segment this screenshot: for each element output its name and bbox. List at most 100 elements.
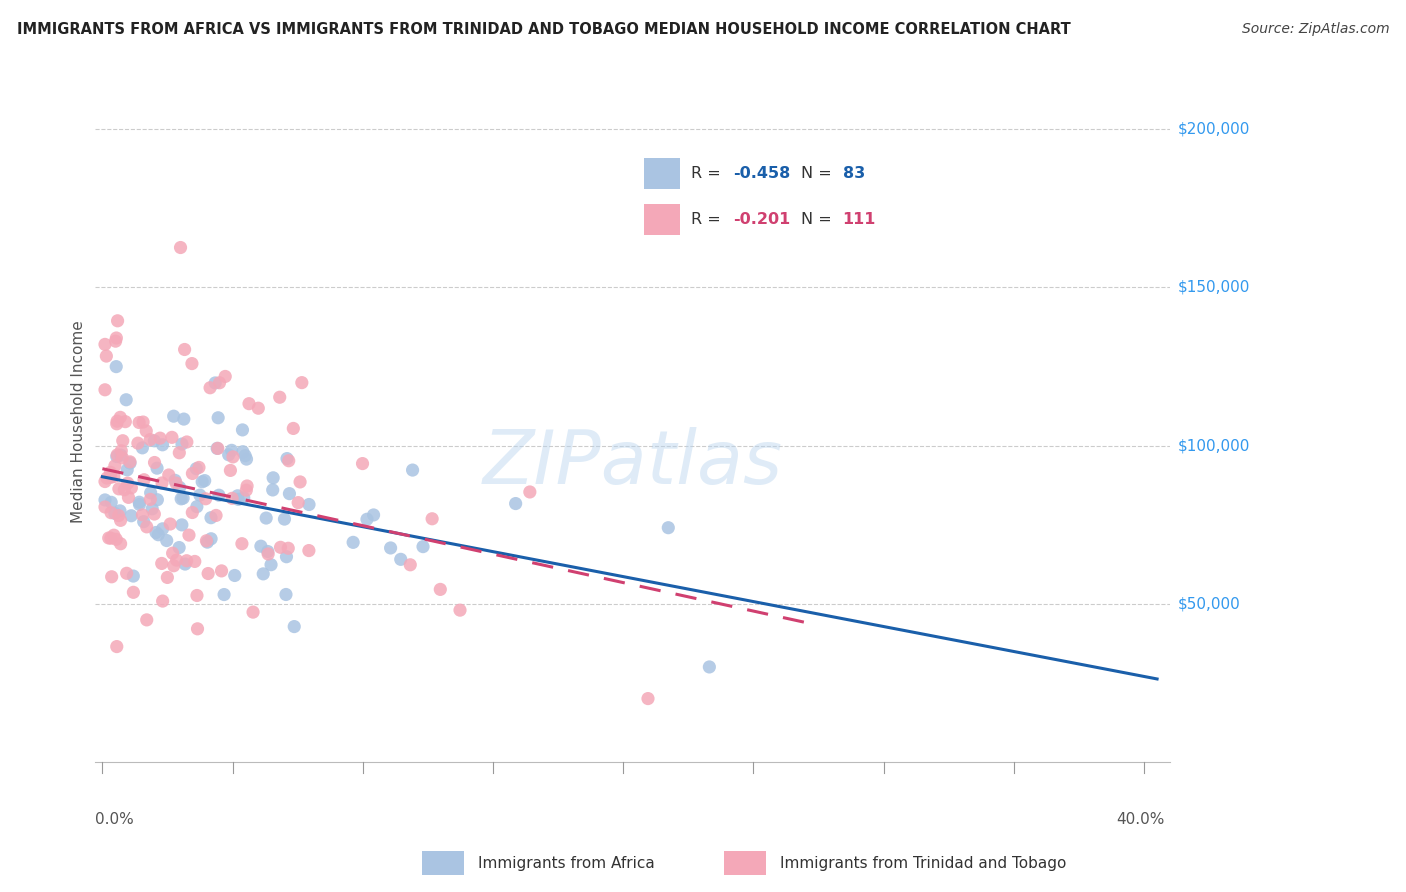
Bar [644, 158, 681, 188]
Point [163, 409, 186, 424]
Point [214, 369, 236, 384]
Point [208, 376, 231, 390]
Point [107, 314, 129, 328]
Point [128, 498, 150, 512]
Point [200, 510, 222, 524]
Point [128, 416, 150, 430]
Point [132, 515, 155, 529]
Point [156, 570, 179, 584]
Point [174, 557, 197, 571]
Point [211, 564, 233, 578]
Point [139, 492, 162, 507]
Point [105, 533, 128, 547]
Point [165, 474, 187, 488]
Point [115, 566, 138, 581]
Y-axis label: Median Household Income: Median Household Income [72, 320, 86, 524]
Point [247, 401, 270, 416]
Point [200, 532, 222, 546]
Point [273, 512, 295, 526]
Point [120, 508, 142, 523]
Point [699, 660, 721, 674]
Point [176, 554, 198, 568]
Point [169, 480, 191, 494]
Point [173, 412, 195, 426]
Point [150, 557, 173, 571]
Point [356, 512, 378, 526]
Point [232, 491, 254, 505]
Point [172, 491, 194, 505]
Point [231, 423, 253, 437]
Point [208, 488, 231, 502]
Text: -0.201: -0.201 [733, 212, 790, 227]
Point [219, 463, 242, 477]
Point [283, 421, 305, 435]
Point [159, 516, 181, 531]
Point [389, 552, 412, 566]
Point [135, 520, 157, 534]
Point [195, 533, 218, 548]
Point [231, 537, 253, 551]
Point [298, 543, 321, 558]
Point [108, 504, 131, 518]
Point [195, 535, 218, 549]
Point [298, 498, 321, 512]
Point [188, 488, 211, 502]
Point [105, 331, 128, 345]
Point [115, 392, 138, 407]
Point [256, 544, 278, 558]
Point [115, 463, 138, 477]
Point [94, 492, 117, 507]
Point [162, 546, 184, 560]
Text: N =: N = [801, 166, 837, 181]
Point [278, 486, 301, 500]
Point [205, 442, 228, 456]
Point [276, 549, 298, 564]
Point [104, 334, 127, 348]
Point [342, 535, 364, 549]
Point [226, 489, 249, 503]
Point [114, 415, 136, 429]
Point [188, 460, 211, 475]
Point [165, 475, 187, 490]
Point [167, 541, 190, 555]
Point [122, 569, 145, 583]
Point [222, 450, 245, 464]
Point [254, 511, 277, 525]
Point [105, 359, 128, 374]
Point [181, 506, 204, 520]
Point [399, 558, 422, 572]
Point [135, 613, 157, 627]
Point [420, 512, 443, 526]
Point [412, 540, 434, 554]
Text: Source: ZipAtlas.com: Source: ZipAtlas.com [1241, 22, 1389, 37]
Text: IMMIGRANTS FROM AFRICA VS IMMIGRANTS FROM TRINIDAD AND TOBAGO MEDIAN HOUSEHOLD I: IMMIGRANTS FROM AFRICA VS IMMIGRANTS FRO… [17, 22, 1070, 37]
Point [117, 491, 139, 505]
Point [657, 521, 679, 535]
Point [139, 485, 162, 500]
Point [262, 471, 284, 485]
Point [170, 437, 193, 451]
Point [120, 481, 142, 495]
Point [173, 343, 195, 357]
Point [218, 448, 240, 462]
Point [118, 456, 141, 470]
Point [141, 501, 163, 516]
Point [160, 430, 183, 444]
Point [110, 443, 132, 458]
Point [233, 449, 256, 463]
Point [163, 558, 186, 573]
Text: 0.0%: 0.0% [94, 813, 134, 828]
Point [207, 442, 229, 456]
Point [352, 457, 374, 471]
Point [143, 434, 166, 448]
Point [274, 587, 297, 601]
Point [156, 533, 179, 548]
Point [283, 619, 305, 633]
Point [152, 438, 174, 452]
Point [270, 541, 292, 555]
Point [252, 566, 274, 581]
Bar [724, 851, 766, 875]
Point [238, 397, 260, 411]
Point [380, 541, 402, 555]
Point [110, 537, 132, 551]
